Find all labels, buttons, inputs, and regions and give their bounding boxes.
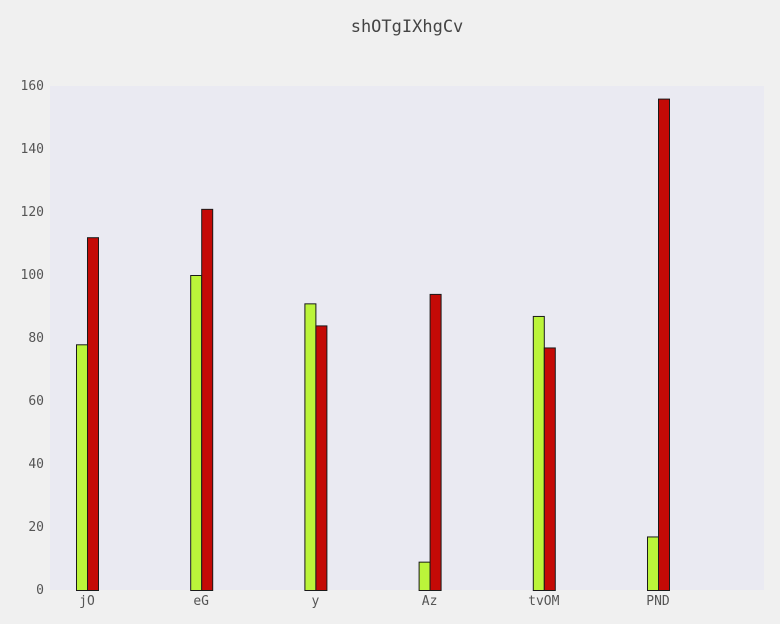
bars (76, 98, 670, 592)
chart-title: shOTgIXhgCv (351, 17, 464, 37)
bar-series-2-tvOM (543, 347, 556, 592)
x-tick-label: PND (646, 594, 670, 609)
x-tick-label: eG (193, 594, 209, 609)
x-tick-label: jO (79, 594, 95, 609)
y-tick-label: 60 (28, 394, 44, 409)
y-tick-label: 120 (21, 205, 44, 220)
bar-series-1-Az (418, 561, 431, 592)
y-tick-label: 160 (21, 79, 44, 94)
bar-series-2-y (315, 325, 328, 591)
y-tick-label: 80 (28, 331, 44, 346)
x-tick-label: y (311, 594, 319, 609)
bar-series-2-jO (87, 237, 99, 591)
bar-series-2-Az (429, 293, 442, 591)
bar-series-1-tvOM (532, 315, 545, 591)
bar-series-1-jO (76, 344, 88, 591)
x-tick-label: tvOM (528, 594, 559, 609)
bar-series-1-y (304, 303, 317, 591)
y-tick-label: 0 (36, 583, 44, 598)
bar-series-1-eG (190, 275, 203, 591)
y-axis-ticks: 0 20 40 60 80 100 120 140 160 (21, 79, 44, 598)
y-tick-label: 40 (28, 457, 44, 472)
bar-series-2-PND (658, 98, 670, 591)
bar-series-2-eG (201, 208, 214, 591)
bar-series-1-PND (647, 536, 659, 592)
y-tick-label: 20 (28, 520, 44, 535)
x-axis-ticks: jO eG y Az tvOM PND (79, 594, 670, 609)
plot-area (50, 86, 764, 590)
y-tick-label: 100 (21, 268, 44, 283)
x-tick-label: Az (422, 594, 438, 609)
y-tick-label: 140 (21, 142, 44, 157)
